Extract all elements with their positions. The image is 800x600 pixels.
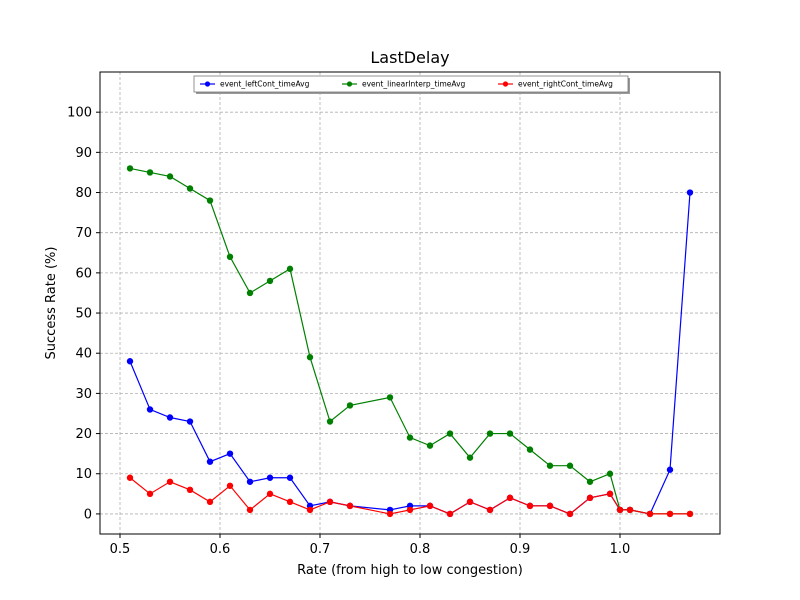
y-tick-label: 30 xyxy=(75,387,92,402)
data-point xyxy=(247,507,253,513)
data-point xyxy=(617,507,623,513)
x-tick-label: 0.8 xyxy=(410,542,431,557)
data-point xyxy=(467,499,473,505)
data-point xyxy=(187,418,193,424)
data-point xyxy=(387,511,393,517)
legend-marker xyxy=(503,81,508,86)
data-point xyxy=(567,511,573,517)
data-point xyxy=(607,491,613,497)
data-point xyxy=(227,254,233,260)
data-point xyxy=(507,430,513,436)
y-tick-label: 90 xyxy=(75,146,92,161)
data-point xyxy=(587,495,593,501)
data-point xyxy=(247,479,253,485)
data-point xyxy=(327,499,333,505)
data-point xyxy=(347,402,353,408)
data-point xyxy=(187,185,193,191)
data-point xyxy=(267,475,273,481)
x-tick-label: 0.9 xyxy=(510,542,531,557)
data-point xyxy=(267,278,273,284)
data-point xyxy=(127,475,133,481)
y-tick-label: 100 xyxy=(67,106,92,121)
x-tick-label: 0.7 xyxy=(310,542,331,557)
data-point xyxy=(407,434,413,440)
data-point xyxy=(427,442,433,448)
data-point xyxy=(447,430,453,436)
data-point xyxy=(147,169,153,175)
y-tick-label: 10 xyxy=(75,467,92,482)
data-point xyxy=(587,479,593,485)
data-point xyxy=(487,430,493,436)
data-point xyxy=(247,290,253,296)
y-tick-label: 0 xyxy=(84,507,92,522)
y-tick-label: 60 xyxy=(75,266,92,281)
data-point xyxy=(387,394,393,400)
data-point xyxy=(127,358,133,364)
data-point xyxy=(307,354,313,360)
data-point xyxy=(467,454,473,460)
x-tick-label: 1.0 xyxy=(610,542,631,557)
data-point xyxy=(307,507,313,513)
data-point xyxy=(147,406,153,412)
chart-title: LastDelay xyxy=(370,48,449,67)
data-point xyxy=(607,471,613,477)
data-point xyxy=(327,418,333,424)
data-point xyxy=(207,197,213,203)
data-point xyxy=(287,499,293,505)
data-point xyxy=(687,511,693,517)
data-point xyxy=(487,507,493,513)
data-point xyxy=(287,266,293,272)
data-point xyxy=(667,467,673,473)
data-point xyxy=(207,458,213,464)
y-axis-label: Success Rate (%) xyxy=(44,247,59,360)
data-point xyxy=(547,463,553,469)
x-tick-label: 0.6 xyxy=(210,542,231,557)
data-point xyxy=(127,165,133,171)
data-point xyxy=(227,450,233,456)
y-tick-label: 70 xyxy=(75,226,92,241)
data-point xyxy=(267,491,273,497)
data-point xyxy=(447,511,453,517)
data-point xyxy=(647,511,653,517)
data-point xyxy=(627,507,633,513)
data-point xyxy=(287,475,293,481)
data-point xyxy=(207,499,213,505)
data-point xyxy=(167,414,173,420)
data-point xyxy=(527,446,533,452)
y-tick-label: 20 xyxy=(75,427,92,442)
data-point xyxy=(227,483,233,489)
data-point xyxy=(427,503,433,509)
x-tick-label: 0.5 xyxy=(110,542,131,557)
legend-marker xyxy=(347,81,352,86)
legend-label: event_rightCont_timeAvg xyxy=(518,80,613,89)
data-point xyxy=(147,491,153,497)
data-point xyxy=(567,463,573,469)
data-point xyxy=(667,511,673,517)
y-tick-label: 80 xyxy=(75,186,92,201)
data-point xyxy=(407,507,413,513)
data-point xyxy=(187,487,193,493)
legend: event_leftCont_timeAvg event_linearInterp… xyxy=(194,76,630,94)
data-point xyxy=(347,503,353,509)
y-tick-label: 40 xyxy=(75,347,92,362)
legend-label: event_leftCont_timeAvg xyxy=(220,80,310,89)
data-point xyxy=(547,503,553,509)
legend-label: event_linearInterp_timeAvg xyxy=(362,80,466,89)
y-tick-label: 50 xyxy=(75,307,92,322)
data-point xyxy=(167,173,173,179)
x-axis-label: Rate (from high to low congestion) xyxy=(297,563,523,578)
data-point xyxy=(507,495,513,501)
legend-marker xyxy=(205,81,210,86)
data-point xyxy=(687,189,693,195)
data-point xyxy=(527,503,533,509)
data-point xyxy=(167,479,173,485)
